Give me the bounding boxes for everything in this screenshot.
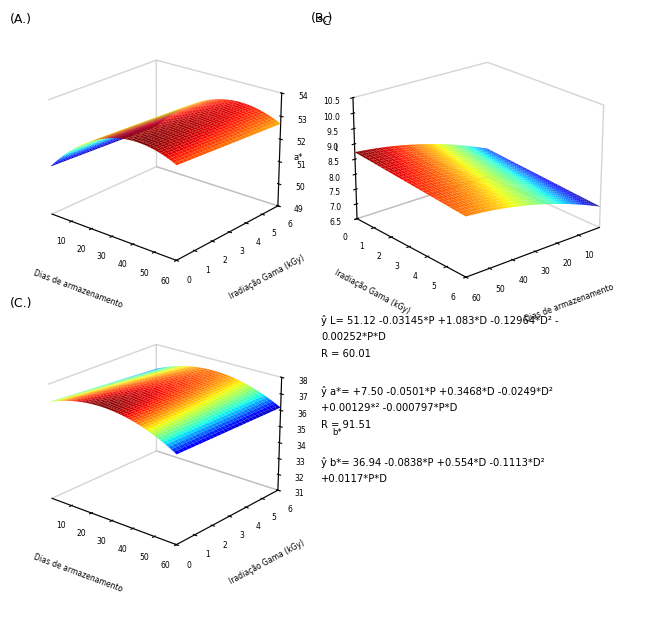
Text: °C: °C [317, 15, 332, 28]
Text: ŷ a*= +7.50 -0.0501*P +0.3468*D -0.0249*D²: ŷ a*= +7.50 -0.0501*P +0.3468*D -0.0249*… [321, 386, 553, 397]
Text: ŷ b*= 36.94 -0.0838*P +0.554*D -0.1113*D²: ŷ b*= 36.94 -0.0838*P +0.554*D -0.1113*D… [321, 457, 545, 468]
X-axis label: Dias de armazenamento: Dias de armazenamento [32, 552, 123, 594]
Y-axis label: Iradiação Gama (kGy): Iradiação Gama (kGy) [333, 268, 411, 316]
Text: (C.): (C.) [10, 297, 32, 310]
Text: +0.0117*P*D: +0.0117*P*D [321, 474, 388, 484]
Text: 0.00252*P*D: 0.00252*P*D [321, 332, 386, 342]
Text: (B.): (B.) [311, 12, 333, 25]
X-axis label: Dias de armazenamento: Dias de armazenamento [524, 283, 615, 324]
Text: ŷ L= 51.12 -0.03145*P +1.083*D -0.12964*D² -: ŷ L= 51.12 -0.03145*P +1.083*D -0.12964*… [321, 315, 559, 326]
Text: R = 60.01: R = 60.01 [321, 349, 371, 359]
Y-axis label: Iradiação Gama (kGy): Iradiação Gama (kGy) [227, 538, 306, 586]
Y-axis label: Iradiação Gama (kGy): Iradiação Gama (kGy) [227, 253, 306, 302]
Text: R = 91.51: R = 91.51 [321, 420, 371, 430]
Text: (A.): (A.) [10, 13, 32, 26]
Text: +0.00129*² -0.000797*P*D: +0.00129*² -0.000797*P*D [321, 403, 458, 413]
X-axis label: Dias de armazenamento: Dias de armazenamento [32, 268, 123, 310]
